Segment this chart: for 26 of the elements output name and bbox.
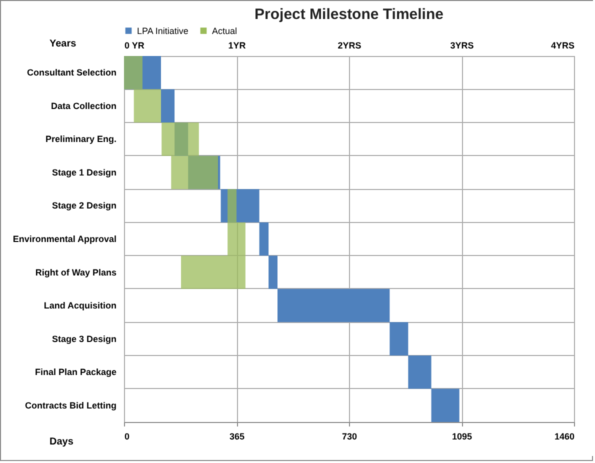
legend-label: LPA Initiative	[137, 26, 188, 36]
y-tick-label: Contracts Bid Letting	[25, 400, 116, 410]
chart-title: Project Milestone Timeline	[254, 6, 444, 23]
x-tick-label: 730	[342, 432, 358, 442]
y-tick-label: Environmental Approval	[12, 234, 116, 244]
y-tick-label: Final Plan Package	[34, 367, 116, 378]
x2-tick-label: 0 YR	[124, 40, 145, 50]
x-axis-title: Days	[50, 436, 74, 448]
y-tick-label: Stage 3 Design	[52, 334, 116, 344]
y-tick-label: Land Acquisition	[44, 300, 116, 311]
x2-axis-title: Years	[50, 38, 77, 50]
y-tick-label: Data Collection	[50, 100, 116, 111]
x-tick-label: 1095	[452, 432, 472, 442]
x-tick-label: 1460	[554, 432, 574, 442]
x2-tick-label: 1YR	[228, 40, 246, 50]
x2-tick-label: 4YRS	[550, 40, 574, 50]
legend-label: Actual	[212, 26, 238, 36]
x-tick-label: 0	[124, 432, 130, 442]
y-tick-label: Consultant Selection	[26, 68, 116, 78]
y-tick-label: Stage 2 Design	[52, 200, 116, 211]
y-tick-label: Right of Way Plans	[35, 267, 116, 278]
y-tick-label: Preliminary Eng.	[45, 134, 116, 144]
x2-tick-label: 3YRS	[450, 40, 474, 50]
x2-tick-label: 2YRS	[338, 40, 362, 50]
x-tick-label: 365	[229, 432, 245, 442]
y-tick-label: Stage 1 Design	[52, 167, 116, 178]
